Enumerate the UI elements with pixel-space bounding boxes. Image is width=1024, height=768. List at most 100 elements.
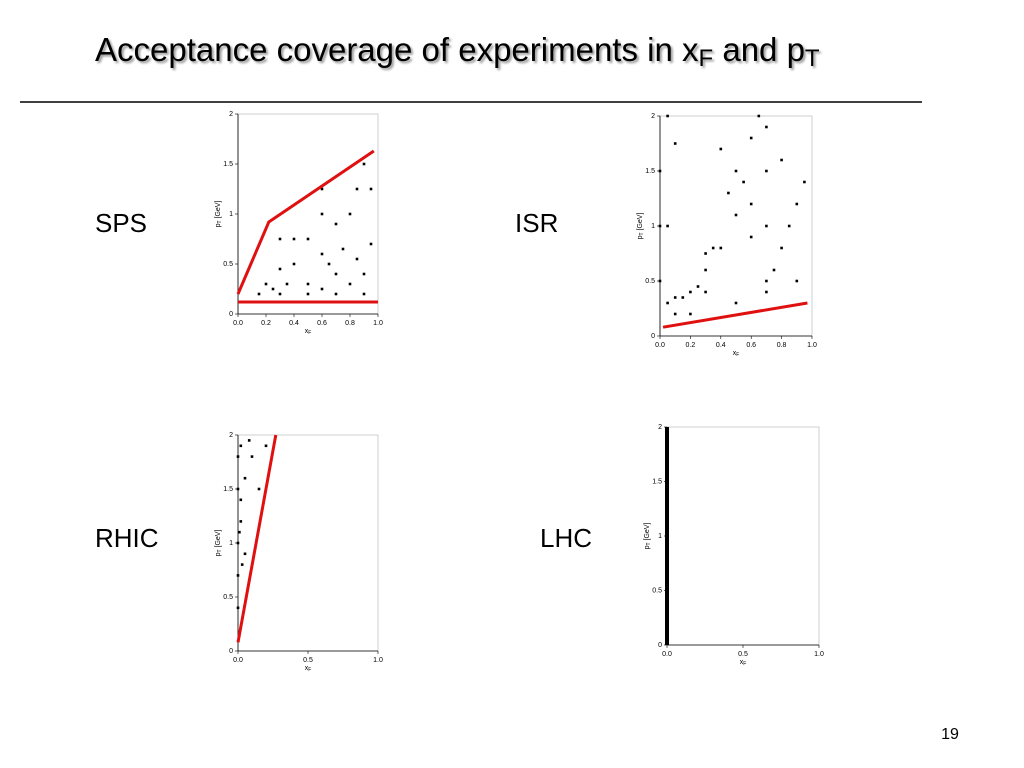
plot-frame [666, 426, 820, 646]
data-point [765, 125, 768, 129]
data-point [765, 290, 768, 294]
x-tick-label: 0.6 [317, 320, 327, 327]
y-tick-label: 2 [229, 432, 233, 439]
data-point [236, 541, 240, 545]
data-point [239, 520, 243, 523]
x-tick-label: 0.0 [233, 320, 243, 327]
data-point [673, 296, 677, 299]
chart-name: RHIC [95, 523, 159, 553]
label-part: x [305, 665, 309, 672]
data-point [765, 169, 768, 173]
data-point [673, 312, 677, 316]
data-point [285, 282, 289, 286]
data-point [673, 142, 677, 145]
data-point [803, 180, 806, 184]
data-point [355, 187, 359, 191]
data-point [795, 202, 799, 206]
y-tick-label: 0.5 [652, 587, 662, 594]
data-point [362, 292, 366, 296]
label-part: p [644, 545, 651, 549]
data-point [250, 455, 254, 458]
data-point [681, 296, 685, 299]
data-point [239, 444, 243, 448]
data-point [278, 267, 282, 271]
data-point [320, 187, 324, 191]
data-point [348, 212, 352, 216]
data-point [355, 257, 359, 261]
x-tick-label: 0.8 [345, 320, 355, 327]
data-point [264, 444, 268, 448]
data-point [320, 212, 324, 216]
data-point [341, 247, 345, 251]
y-axis-label: pT [GeV] [637, 213, 645, 240]
data-point [689, 290, 692, 294]
y-tick-label: 1 [229, 540, 233, 547]
data-point [236, 455, 240, 458]
acceptance-line [236, 434, 278, 643]
data-point [236, 606, 240, 610]
data-point [306, 282, 310, 286]
label-sub: T [639, 232, 645, 235]
y-tick-label: 0.5 [645, 278, 655, 285]
x-axis-label: xF [305, 328, 312, 336]
label-part: [GeV] [644, 523, 651, 543]
label-sub: T [217, 220, 223, 223]
data-point [719, 246, 723, 250]
data-point [243, 476, 247, 480]
data-point [257, 487, 261, 491]
data-point [711, 246, 715, 250]
label-sub: F [308, 667, 311, 673]
data-point [348, 282, 352, 286]
slide-title: Acceptance coverage of experiments in xF… [95, 31, 820, 73]
data-point [334, 222, 338, 226]
y-tick-label: 0 [651, 333, 655, 340]
title-sub: T [805, 45, 820, 72]
label-part: [GeV] [215, 201, 222, 221]
x-tick-label: 1.0 [814, 651, 824, 658]
data-point [727, 191, 730, 195]
data-point [757, 114, 761, 118]
x-axis-label: xF [305, 665, 312, 673]
data-point [306, 237, 310, 241]
data-point [704, 290, 707, 294]
x-tick-label: 0.6 [746, 342, 756, 349]
data-point [271, 287, 275, 291]
acceptance-line [236, 149, 375, 295]
data-point [780, 246, 783, 250]
label-part: p [637, 235, 644, 239]
y-tick-label: 1.5 [645, 168, 655, 175]
data-point [787, 224, 791, 228]
data-point [236, 487, 240, 491]
y-tick-label: 1.5 [652, 478, 662, 485]
data-point [257, 292, 261, 296]
label-part: [GeV] [637, 213, 644, 233]
y-tick-label: 2 [229, 111, 233, 118]
y-tick-label: 0 [658, 642, 662, 649]
y-tick-label: 1.5 [223, 161, 233, 168]
data-point [240, 563, 244, 566]
data-point [795, 279, 799, 283]
data-point [334, 292, 338, 296]
x-tick-label: 0.2 [686, 342, 696, 349]
x-tick-label: 1.0 [373, 657, 383, 664]
page-number: 19 [941, 726, 959, 743]
title-part: Acceptance coverage of experiments in x [95, 31, 699, 68]
x-axis-label: xF [740, 659, 747, 667]
y-tick-label: 1 [229, 211, 233, 218]
x-tick-label: 0.0 [655, 342, 665, 349]
data-point [278, 292, 282, 296]
x-tick-label: 0.0 [233, 657, 243, 664]
x-tick-label: 1.0 [807, 342, 817, 349]
y-tick-label: 0.5 [223, 594, 233, 601]
data-point [689, 312, 692, 316]
y-tick-label: 1.5 [223, 486, 233, 493]
label-part: x [740, 659, 744, 666]
data-point [749, 235, 753, 239]
y-tick-label: 1 [651, 223, 655, 230]
y-tick-label: 2 [651, 113, 655, 120]
title-part: and p [713, 31, 805, 68]
data-point [704, 268, 707, 272]
data-point [658, 169, 662, 173]
y-axis-label: pT [GeV] [215, 201, 223, 228]
